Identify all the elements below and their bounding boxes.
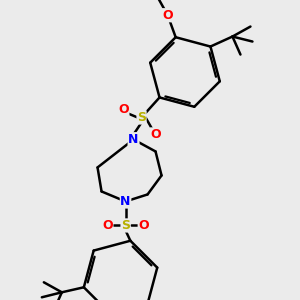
Text: S: S xyxy=(137,111,146,124)
Text: O: O xyxy=(162,9,173,22)
Text: N: N xyxy=(128,133,139,146)
Text: O: O xyxy=(102,219,113,232)
Text: O: O xyxy=(150,128,161,141)
Text: O: O xyxy=(118,103,129,116)
Text: N: N xyxy=(120,195,131,208)
Text: N: N xyxy=(128,133,139,146)
Text: S: S xyxy=(121,219,130,232)
Text: O: O xyxy=(138,219,149,232)
